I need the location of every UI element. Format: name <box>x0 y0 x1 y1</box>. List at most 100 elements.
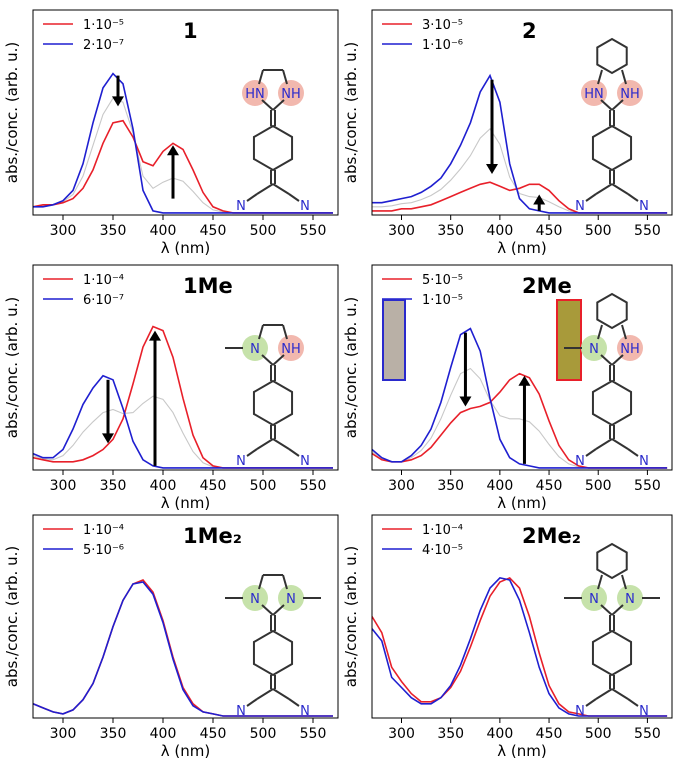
plot-frame <box>32 514 339 719</box>
highlight <box>242 335 268 361</box>
x-tick-label: 400 <box>487 726 514 742</box>
panel-title: 1Me <box>183 274 233 298</box>
x-tick-label: 300 <box>50 478 77 494</box>
structure: N N N N <box>225 574 321 719</box>
highlight <box>242 80 268 106</box>
arrow-head <box>167 145 179 156</box>
x-tick-label: 300 <box>388 726 415 742</box>
spectrum-line <box>33 581 333 717</box>
bond <box>611 688 629 700</box>
bond <box>597 574 603 590</box>
bond <box>621 324 627 340</box>
bond <box>256 183 274 195</box>
x-tick-label: 350 <box>100 223 127 239</box>
legend-label: 1·10⁻⁴ <box>83 523 124 538</box>
bond <box>595 183 613 195</box>
atom-label: HN <box>245 87 265 102</box>
legend-label: 1·10⁻⁴ <box>422 523 463 538</box>
atom-label: N <box>639 199 649 214</box>
atom-label: N <box>236 199 246 214</box>
ring <box>596 292 628 330</box>
bond <box>611 438 629 450</box>
x-tick-label: 400 <box>487 478 514 494</box>
legend-label: 5·10⁻⁶ <box>83 543 124 558</box>
intermediate-line <box>33 395 333 469</box>
x-tick-label: 450 <box>536 223 563 239</box>
x-tick-label: 550 <box>634 478 661 494</box>
highlight <box>617 80 643 106</box>
x-tick-label: 500 <box>250 726 277 742</box>
legend-label: 1·10⁻⁵ <box>422 293 463 308</box>
plot-area <box>372 327 668 469</box>
x-tick-label: 500 <box>250 223 277 239</box>
ring <box>591 629 633 677</box>
bond <box>611 99 624 111</box>
arrow-head <box>112 96 124 107</box>
bond <box>595 688 613 700</box>
plot-frame <box>32 264 339 471</box>
panel: 300 350 400 450 500 550 λ (nm) abs./conc. (arb.… <box>3 9 339 257</box>
legend-label: 1·10⁻⁵ <box>83 18 124 33</box>
y-axis-label: abs./conc. (arb. u.) <box>342 297 360 438</box>
atom-label: N <box>625 592 635 607</box>
structure: HN NH N N <box>236 69 310 214</box>
x-tick-label: 450 <box>200 223 227 239</box>
atom-label: N <box>236 704 246 719</box>
bond <box>272 99 285 111</box>
x-axis-label: λ (nm) <box>497 239 546 257</box>
x-tick-label: 450 <box>536 478 563 494</box>
x-tick-label: 550 <box>300 726 327 742</box>
bond <box>611 604 624 616</box>
x-axis-label: λ (nm) <box>497 494 546 512</box>
y-axis-label: abs./conc. (arb. u.) <box>3 42 21 183</box>
plot-area <box>33 579 333 717</box>
atom-label: NH <box>620 87 640 102</box>
atom-label: NH <box>281 87 301 102</box>
panel-title: 2Me <box>522 274 572 298</box>
highlight <box>278 335 304 361</box>
panel-title: 1 <box>183 19 198 43</box>
plot-frame <box>371 264 673 471</box>
x-tick-label: 400 <box>150 726 177 742</box>
bond <box>611 183 629 195</box>
bond <box>246 193 258 202</box>
x-tick-label: 500 <box>585 478 612 494</box>
bond <box>627 698 639 707</box>
atom-label: N <box>575 704 585 719</box>
panel-title: 2 <box>522 19 537 43</box>
arrow-head <box>486 164 498 174</box>
bond <box>621 69 627 85</box>
highlight <box>581 335 607 361</box>
atom-label: N <box>250 342 260 357</box>
arrow-head <box>518 375 531 386</box>
legend-label: 6·10⁻⁷ <box>83 293 124 308</box>
ring <box>596 37 628 75</box>
bond <box>282 324 288 340</box>
x-tick-label: 550 <box>300 223 327 239</box>
structure: N NH N N <box>564 292 649 469</box>
bond <box>621 574 627 590</box>
photo-inset <box>556 299 582 381</box>
bond <box>272 183 290 195</box>
atom-label: N <box>639 454 649 469</box>
ring <box>252 379 294 427</box>
bond <box>288 698 300 707</box>
x-tick-label: 550 <box>634 726 661 742</box>
plot-area <box>372 73 668 214</box>
bond <box>258 69 264 85</box>
x-tick-label: 400 <box>487 223 514 239</box>
bond <box>600 99 613 111</box>
arrow-head <box>149 330 161 341</box>
spectrum-line <box>33 374 333 469</box>
bond <box>258 574 264 590</box>
atom-label: N <box>300 454 310 469</box>
bond <box>261 604 274 616</box>
bond <box>585 698 597 707</box>
x-tick-label: 350 <box>437 726 464 742</box>
x-axis-label: λ (nm) <box>497 742 546 758</box>
highlight <box>278 80 304 106</box>
bond <box>256 688 274 700</box>
bond <box>597 69 603 85</box>
x-tick-label: 550 <box>300 478 327 494</box>
